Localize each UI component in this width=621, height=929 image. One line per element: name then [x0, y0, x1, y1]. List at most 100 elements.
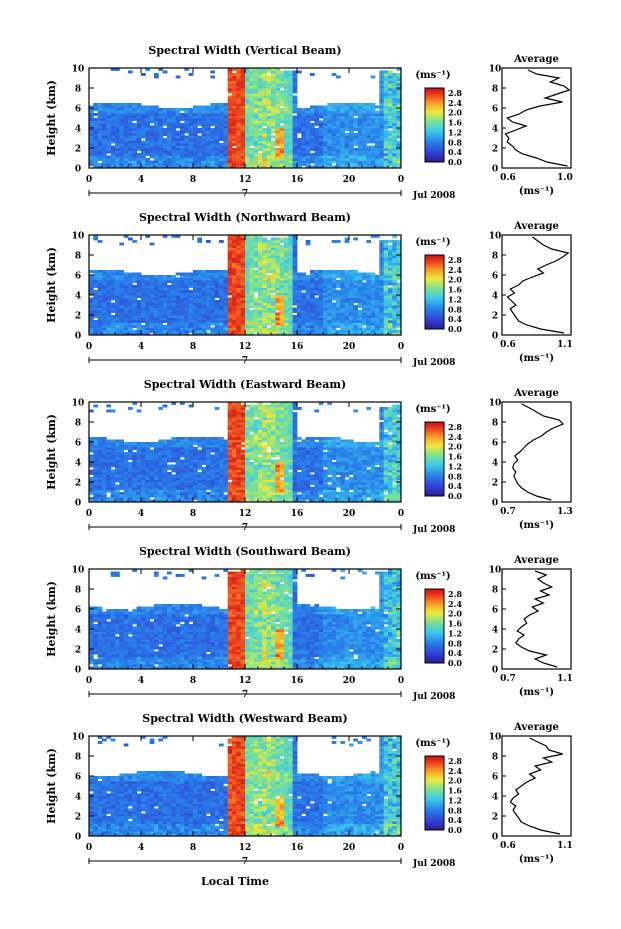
heatmap-cell — [240, 300, 246, 303]
heatmap-cell — [175, 442, 181, 445]
heatmap-cell — [193, 317, 198, 321]
heatmap-cell — [97, 449, 103, 453]
heatmap-cell — [344, 237, 350, 241]
heatmap-cell — [349, 158, 354, 161]
heatmap-cell — [89, 145, 94, 149]
heatmap-cell — [318, 282, 324, 286]
heatmap-cell — [245, 140, 250, 144]
heatmap-cell — [271, 165, 276, 169]
heatmap-cell — [336, 272, 341, 276]
heatmap-cell — [271, 275, 276, 278]
heatmap-cell — [396, 240, 402, 243]
heatmap-cell — [349, 300, 354, 303]
heatmap-cell — [344, 135, 350, 139]
heatmap-cell — [206, 322, 211, 326]
heatmap-cell — [245, 95, 250, 99]
heatmap-cell — [392, 307, 398, 311]
heatmap-cell — [89, 312, 94, 316]
heatmap-cell — [219, 165, 224, 169]
heatmap-cell — [141, 477, 146, 480]
heatmap-cell — [344, 150, 350, 154]
heatmap-cell — [292, 83, 298, 86]
heatmap-cell — [214, 307, 220, 311]
heatmap-cell — [258, 330, 263, 333]
heatmap-cell — [331, 280, 337, 283]
heatmap-cell — [167, 330, 172, 333]
heatmap-cell — [370, 125, 376, 129]
heatmap-cell — [284, 148, 289, 151]
heatmap-cell — [388, 83, 393, 86]
heatmap-cell — [141, 160, 146, 164]
heatmap-cell — [193, 277, 198, 281]
heatmap-cell — [249, 275, 255, 278]
heatmap-cell — [336, 128, 341, 131]
heatmap-cell — [197, 135, 203, 139]
heatmap-cell — [89, 158, 94, 161]
heatmap-cell — [349, 135, 354, 139]
heatmap-cell — [158, 275, 164, 278]
heatmap-cell — [162, 153, 168, 156]
heatmap-cell — [366, 295, 372, 298]
heatmap-cell — [110, 472, 116, 475]
heatmap-cell — [219, 292, 224, 296]
heatmap-cell — [288, 327, 294, 331]
heatmap-cell — [357, 118, 363, 121]
heatmap-cell — [175, 280, 181, 283]
heatmap-cell — [149, 464, 155, 468]
heatmap-cell — [188, 145, 194, 149]
heatmap-cell — [136, 290, 142, 293]
heatmap-cell — [227, 145, 233, 149]
heatmap-cell — [362, 300, 367, 303]
heatmap-cell — [301, 115, 307, 119]
heatmap-cell — [340, 270, 346, 273]
heatmap-cell — [396, 315, 402, 318]
heatmap-cell — [210, 327, 216, 331]
heatmap-cell — [305, 118, 311, 121]
heatmap-cell — [93, 315, 99, 318]
x-tick-label: 16 — [291, 342, 304, 352]
heatmap-cell — [206, 108, 211, 111]
heatmap-cell — [102, 150, 107, 154]
heatmap-cell — [93, 128, 99, 131]
heatmap-cell — [388, 108, 393, 111]
colorbar-tick-label: 2.4 — [448, 98, 462, 108]
heatmap-cell — [370, 158, 376, 161]
heatmap-cell — [141, 285, 146, 288]
heatmap-cell — [219, 123, 224, 126]
heatmap-cell — [180, 302, 185, 306]
heatmap-cell — [128, 145, 133, 149]
heatmap-cell — [305, 148, 311, 151]
heatmap-cell — [392, 317, 398, 321]
heatmap-cell — [314, 277, 320, 281]
heatmap-cell — [123, 484, 129, 488]
heatmap-cell — [119, 300, 125, 303]
heatmap-cell — [305, 240, 311, 243]
heatmap-cell — [362, 277, 367, 281]
heatmap-cell — [284, 277, 289, 281]
heatmap-cell — [279, 108, 285, 111]
heatmap-cell — [132, 103, 138, 106]
heatmap-cell — [119, 487, 125, 490]
heatmap-cell — [115, 128, 120, 131]
heatmap-cell — [310, 270, 315, 273]
heatmap-cell — [366, 322, 372, 326]
heatmap-cell — [383, 242, 389, 246]
heatmap-cell — [305, 128, 311, 131]
heatmap-cell — [262, 78, 268, 81]
heatmap-cell — [193, 155, 198, 159]
heatmap-cell — [318, 322, 324, 326]
heatmap-cell — [284, 290, 289, 293]
heatmap-cell — [353, 305, 359, 308]
heatmap-cell — [219, 163, 224, 166]
heatmap-cell — [379, 302, 385, 306]
heatmap-cell — [93, 165, 99, 169]
heatmap-cell — [262, 110, 268, 114]
heatmap-cell — [145, 123, 151, 126]
heatmap-cell — [227, 100, 233, 104]
heatmap-cell — [266, 113, 272, 116]
heatmap-cell — [154, 449, 159, 453]
heatmap-cell — [297, 282, 302, 286]
heatmap-cell — [258, 125, 263, 129]
heatmap-cell — [314, 275, 320, 278]
heatmap-cell — [106, 145, 112, 149]
